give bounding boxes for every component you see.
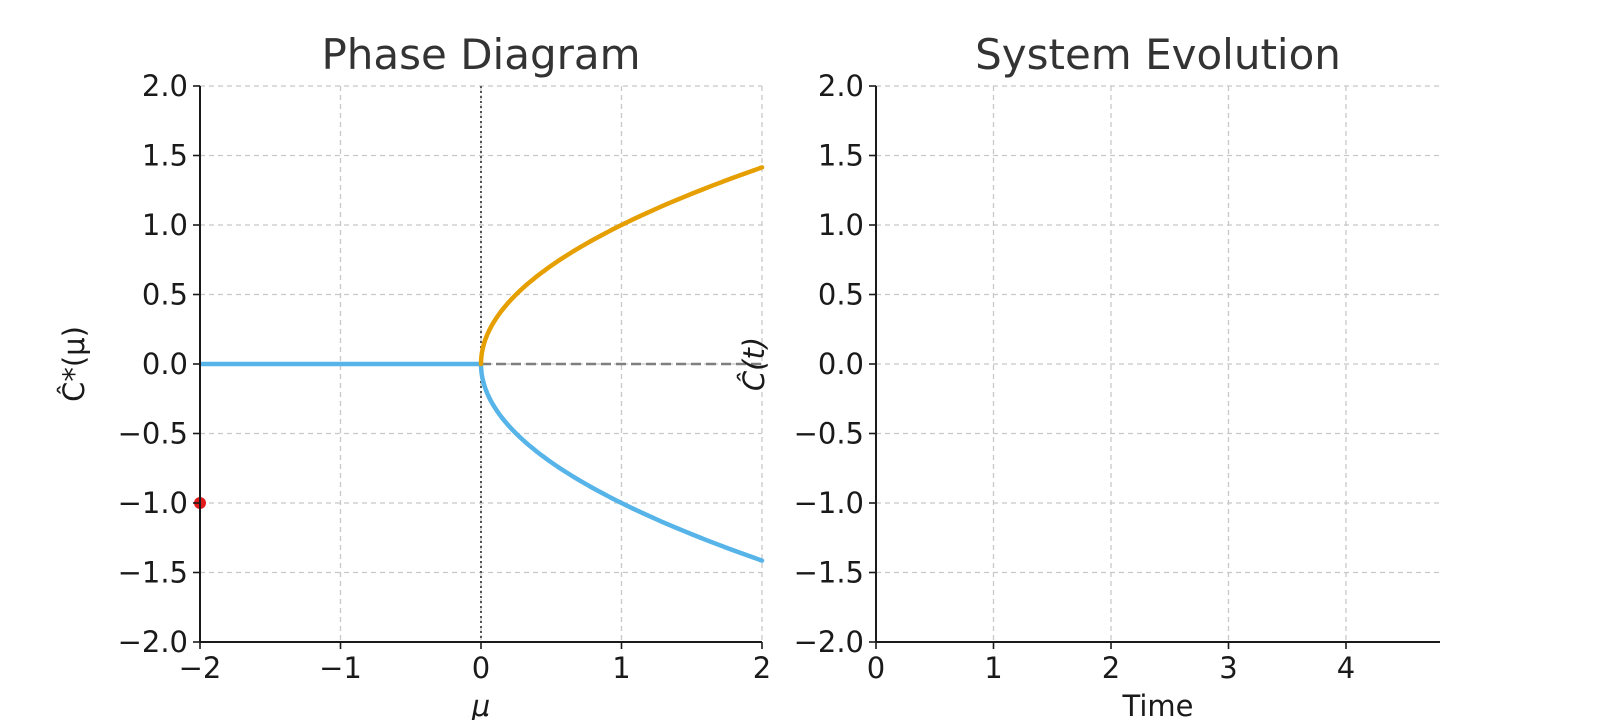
phase-x-ticks: −2 −1 0 1 2 [179, 642, 771, 685]
evolution-y-tick-label: 1.5 [818, 139, 864, 173]
phase-x-tick-label: −2 [179, 651, 222, 685]
evolution-y-tick-label: −1.0 [794, 486, 864, 520]
phase-y-ticks: 2.0 1.5 1.0 0.5 0.0 −0.5 −1.0 −1.5 −2.0 [118, 69, 200, 659]
phase-y-tick-label: 0.0 [142, 347, 188, 381]
evolution-grid [876, 85, 1440, 642]
phase-x-tick-label: −1 [319, 651, 362, 685]
evolution-y-tick-label: −0.5 [794, 417, 864, 451]
evolution-y-ticks: 2.0 1.5 1.0 0.5 0.0 −0.5 −1.0 −1.5 −2.0 [794, 69, 876, 659]
evolution-y-tick-label: 2.0 [818, 69, 864, 103]
phase-y-tick-label: 2.0 [142, 69, 188, 103]
phase-x-tick-label: 0 [472, 651, 490, 685]
evolution-y-tick-label: −1.5 [794, 556, 864, 590]
evolution-x-tick-label: 2 [1102, 651, 1120, 685]
evolution-y-tick-label: 1.0 [818, 208, 864, 242]
upper-stable-branch-line [478, 165, 765, 367]
phase-y-tick-label: −2.0 [118, 625, 188, 659]
evolution-x-ticks: 0 1 2 3 4 [867, 642, 1355, 685]
evolution-title: System Evolution [975, 30, 1341, 79]
evolution-y-tick-label: 0.0 [818, 347, 864, 381]
phase-y-tick-label: −0.5 [118, 417, 188, 451]
evolution-x-tick-label: 4 [1337, 651, 1355, 685]
phase-y-tick-label: −1.0 [118, 486, 188, 520]
phase-y-tick-label: 1.0 [142, 208, 188, 242]
phase-diagram-panel: −2 −1 0 1 2 2.01.51.00.50.0−0.5−1.0−1.5−2.0 … [57, 30, 771, 720]
evolution-y-tick-label: −2.0 [794, 625, 864, 659]
phase-curves [194, 86, 765, 642]
phase-x-tick-label: 2 [753, 651, 771, 685]
evolution-x-tick-label: 1 [984, 651, 1002, 685]
lower-stable-branch-line [478, 361, 765, 563]
phase-x-tick-label: 1 [612, 651, 630, 685]
phase-y-tick-label: 1.5 [142, 139, 188, 173]
phase-y-tick-label: −1.5 [118, 556, 188, 590]
evolution-x-tick-label: 3 [1219, 651, 1237, 685]
phase-y-tick-label: 0.5 [142, 278, 188, 312]
phase-y-label: Ĉ*(μ) [57, 326, 91, 402]
evolution-y-tick-label: 0.5 [818, 278, 864, 312]
evolution-x-label: Time [1122, 689, 1194, 720]
phase-x-label: μ [471, 689, 490, 720]
evolution-panel: 0 1 2 3 4 2.0 1.5 1.0 0.5 0.0 −0.5 −1.0 −1.5 −2.0 Sy… [737, 30, 1440, 720]
evolution-x-tick-label: 0 [867, 651, 885, 685]
phase-title: Phase Diagram [321, 30, 640, 79]
evolution-y-label: Ĉ(t) [737, 337, 771, 391]
